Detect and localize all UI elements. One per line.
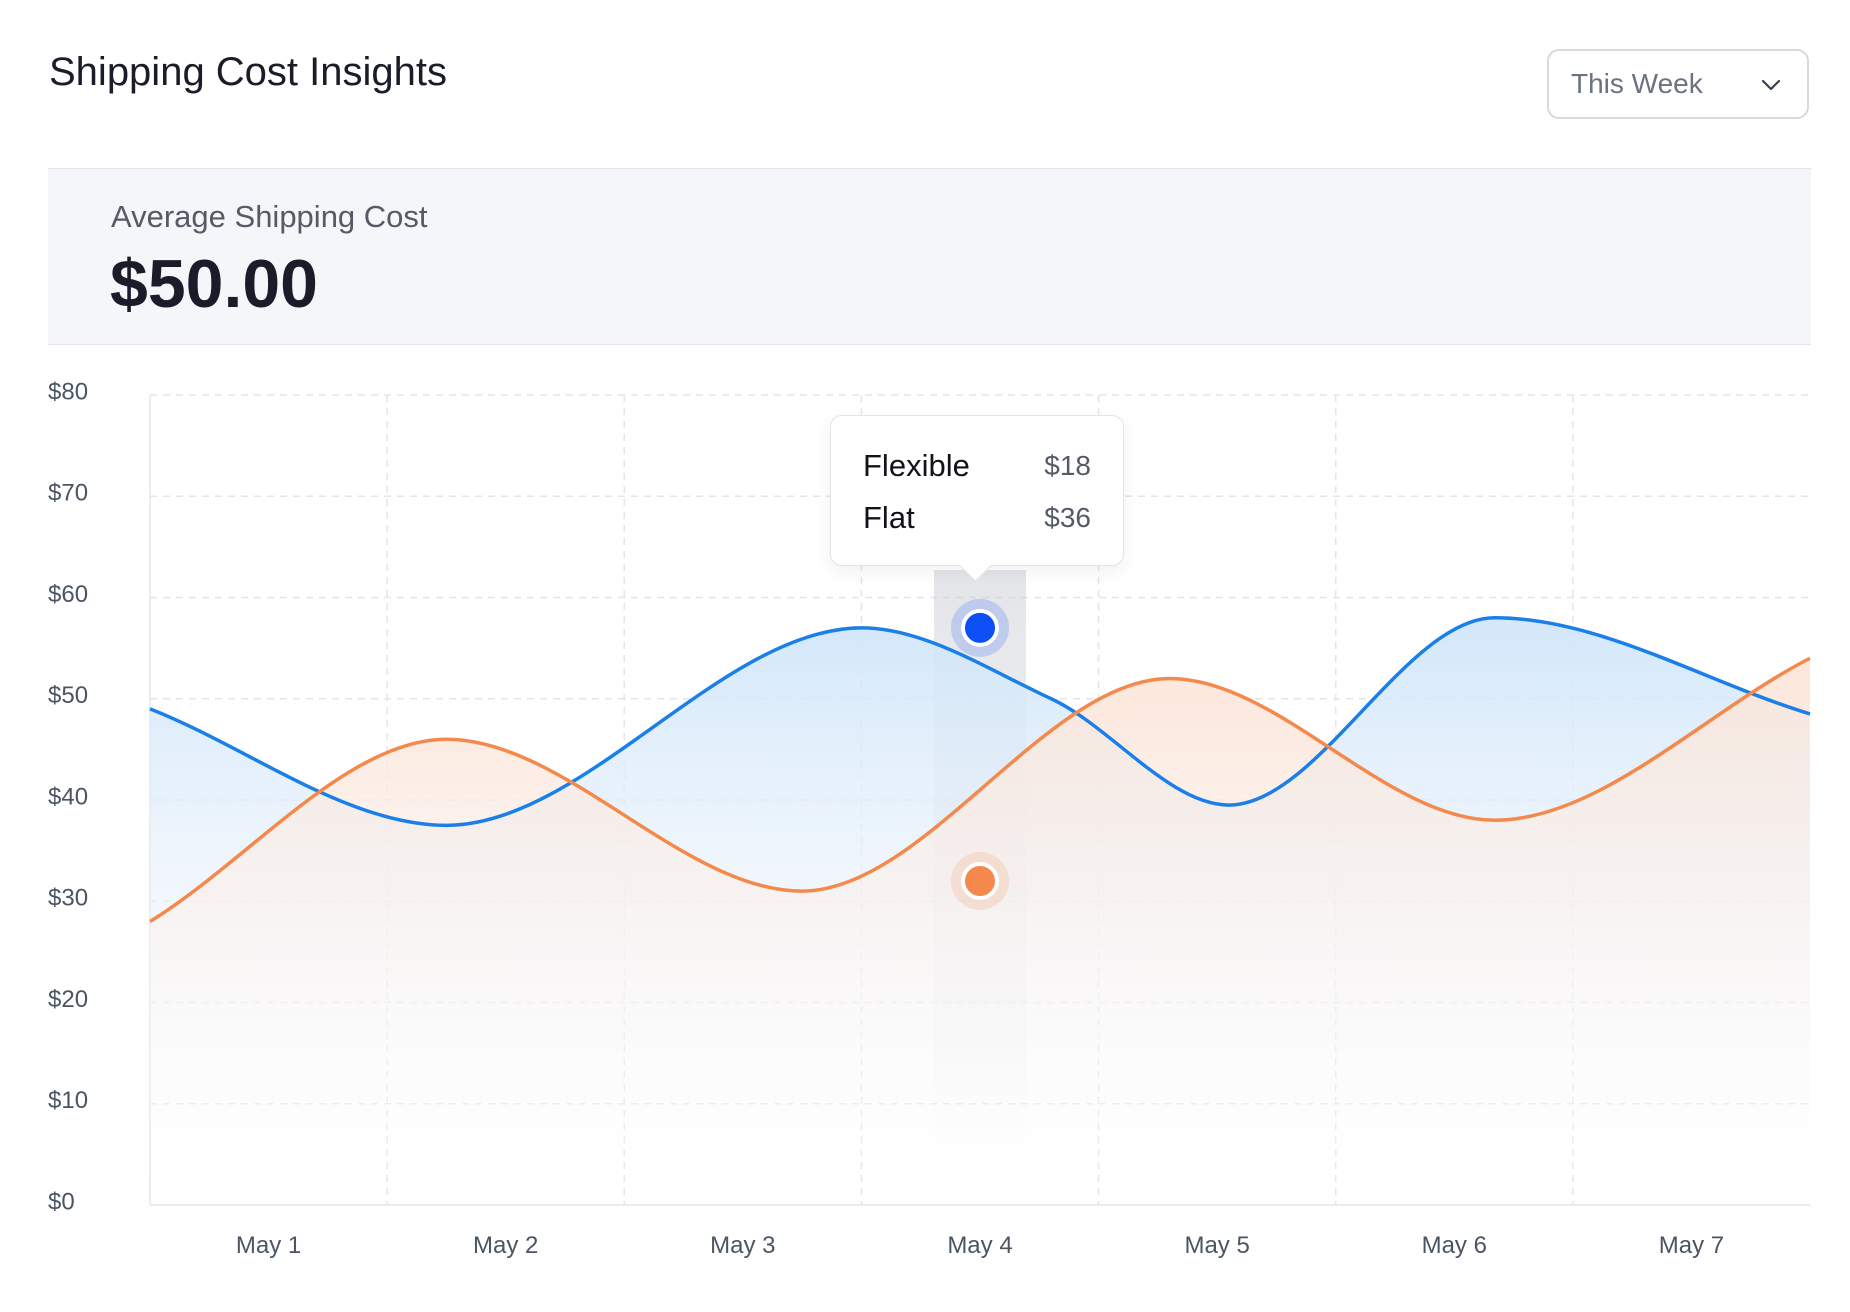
x-tick-label: May 6	[1422, 1232, 1487, 1259]
y-tick-label: $60	[48, 581, 88, 608]
y-tick-label: $0	[48, 1188, 75, 1215]
chevron-down-icon	[1761, 79, 1781, 91]
x-tick-label: May 4	[947, 1232, 1012, 1259]
marker-point-flat	[961, 862, 999, 900]
summary-panel: Average Shipping Cost $50.00	[48, 168, 1811, 345]
y-tick-label: $80	[48, 378, 88, 405]
series-line-flexible	[149, 616, 1811, 828]
x-tick-label: May 3	[710, 1232, 775, 1259]
tooltip-series-name: Flexible	[863, 448, 970, 483]
chart-tooltip: Flexible $18 Flat $36	[830, 415, 1124, 582]
y-tick-label: $50	[48, 682, 88, 709]
tooltip-series-amount: $18	[1044, 450, 1091, 481]
x-tick-label: May 7	[1659, 1232, 1724, 1259]
area-flat	[150, 658, 1810, 1205]
tooltip-series-amount: $36	[1044, 502, 1091, 533]
y-tick-label: $30	[48, 885, 88, 912]
summary-label: Average Shipping Cost	[111, 199, 428, 234]
tooltip-series-name: Flat	[863, 500, 915, 535]
y-tick-label: $70	[48, 480, 88, 507]
y-tick-label: $40	[48, 783, 88, 810]
x-tick-label: May 1	[236, 1232, 301, 1259]
y-tick-label: $20	[48, 986, 88, 1013]
x-tick-label: May 2	[473, 1232, 538, 1259]
card-title: Shipping Cost Insights	[49, 50, 448, 94]
marker-point-flexible	[961, 608, 999, 647]
series-line-flat	[149, 656, 1811, 923]
x-tick-label: May 5	[1184, 1232, 1249, 1259]
summary-value: $50.00	[110, 246, 318, 322]
tooltip-row-flat: Flat $36	[863, 500, 1091, 536]
tooltip-row-flexible: Flexible $18	[863, 448, 1091, 484]
y-tick-label: $10	[48, 1087, 88, 1114]
period-dropdown-value: This Week	[1571, 68, 1703, 99]
period-dropdown[interactable]: This Week	[1547, 49, 1809, 119]
